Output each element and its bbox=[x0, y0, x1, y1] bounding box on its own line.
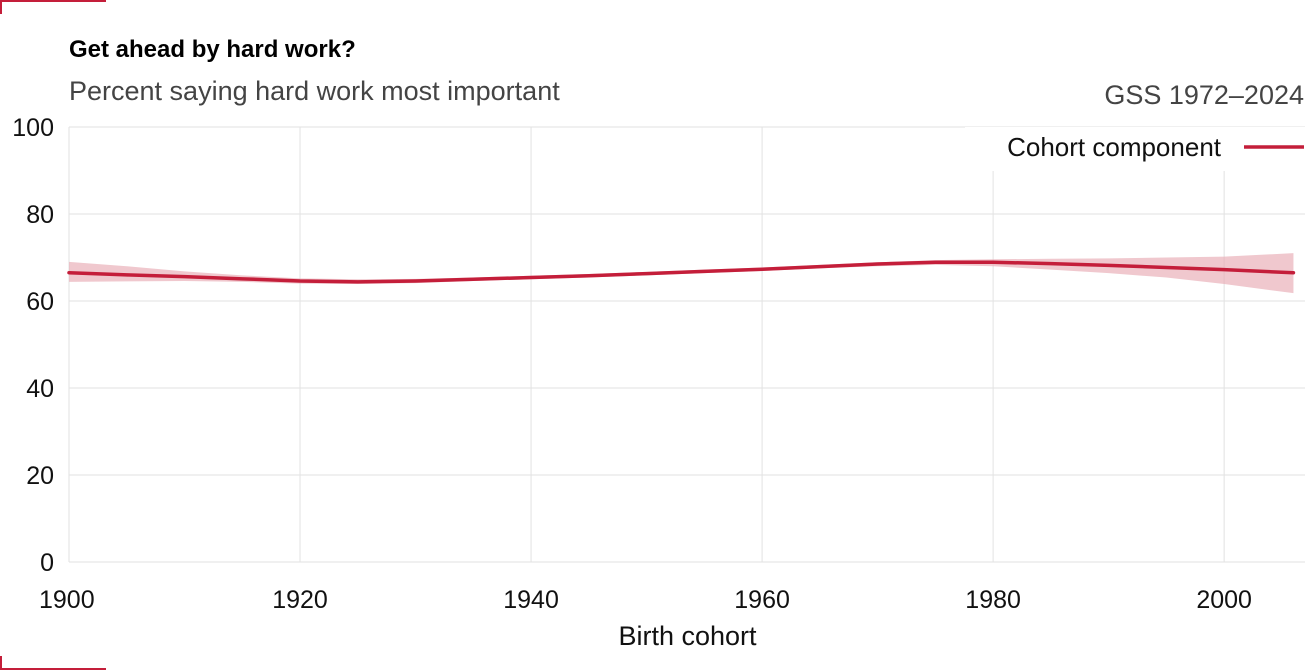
grid-lines bbox=[68, 126, 1305, 563]
series-line-layer bbox=[67, 260, 1296, 284]
series-line-0 bbox=[67, 260, 1296, 284]
x-tick-label-1920: 1920 bbox=[272, 586, 328, 614]
x-tick-label-1960: 1960 bbox=[734, 586, 790, 614]
y-tick-label-0: 0 bbox=[40, 549, 54, 577]
x-tick-label-1940: 1940 bbox=[503, 586, 559, 614]
legend: Cohort component bbox=[965, 127, 1305, 171]
corner-mark-bottom-horizontal bbox=[0, 668, 106, 670]
corner-mark-top-horizontal bbox=[0, 0, 106, 2]
legend-label-0: Cohort component bbox=[1007, 132, 1222, 162]
y-tick-label-80: 80 bbox=[26, 201, 54, 229]
y-tick-label-40: 40 bbox=[26, 375, 54, 403]
chart-title: Get ahead by hard work? bbox=[69, 36, 356, 63]
y-tick-label-60: 60 bbox=[26, 288, 54, 316]
x-axis-label: Birth cohort bbox=[618, 621, 757, 651]
corner-mark-top-vertical bbox=[0, 0, 2, 14]
tick-label-layer: 0 20 40 60 80 100 1900 1920 1940 1960 1980 2000 bbox=[12, 114, 1252, 614]
chart-subtitle: Percent saying hard work most important bbox=[69, 76, 560, 106]
chart-source: GSS 1972–2024 bbox=[1104, 80, 1304, 110]
legend-background bbox=[965, 127, 1305, 171]
x-tick-label-2000: 2000 bbox=[1196, 586, 1252, 614]
corner-mark-bottom-vertical bbox=[0, 656, 2, 670]
y-tick-label-100: 100 bbox=[12, 114, 54, 142]
x-tick-label-1900: 1900 bbox=[39, 586, 95, 614]
y-tick-label-20: 20 bbox=[26, 462, 54, 490]
x-tick-label-1980: 1980 bbox=[965, 586, 1021, 614]
